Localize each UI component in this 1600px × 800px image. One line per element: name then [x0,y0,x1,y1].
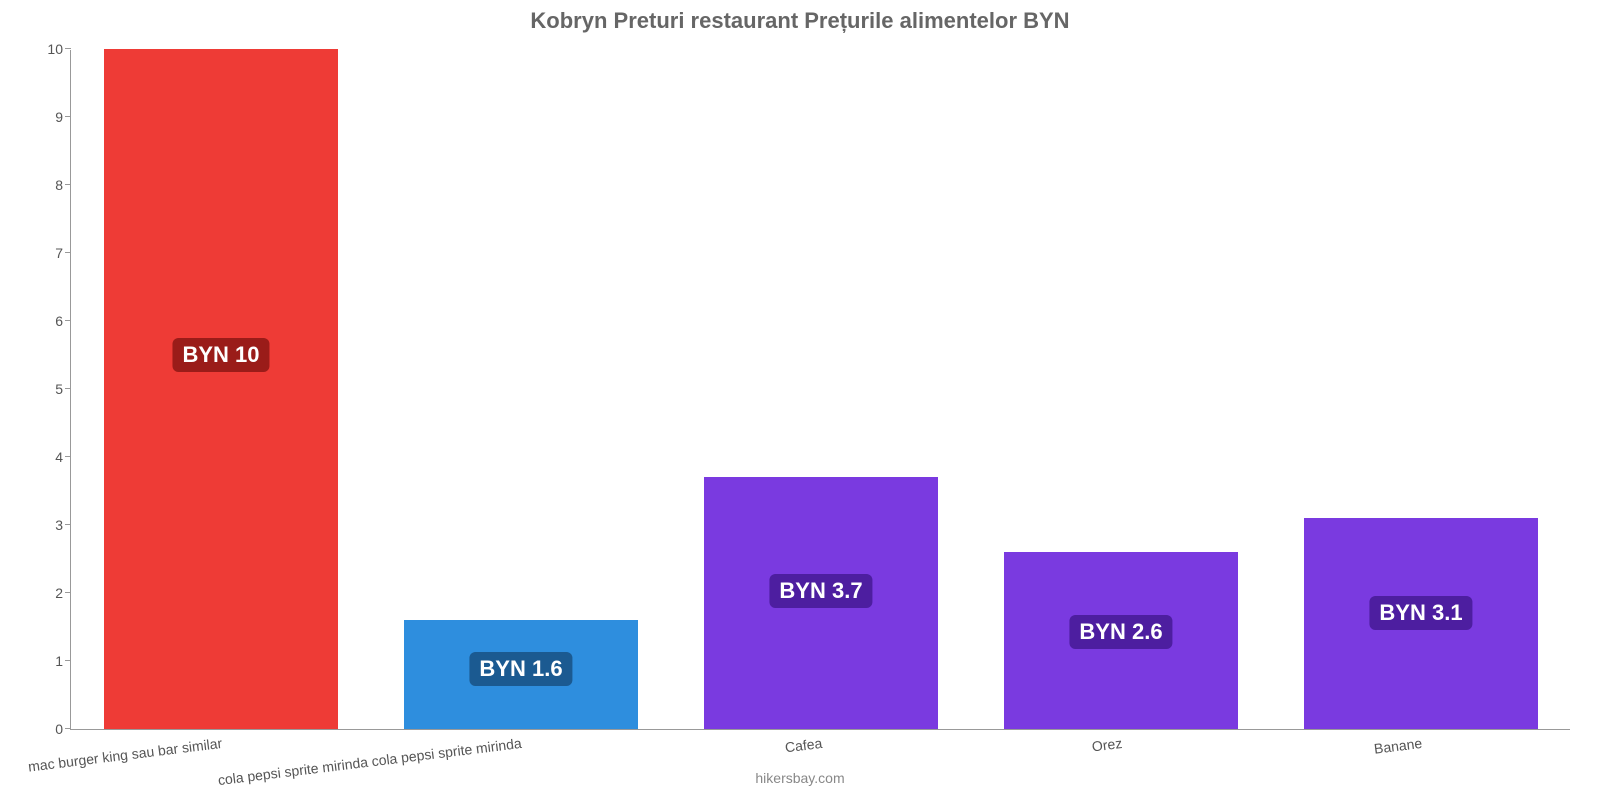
value-badge: BYN 3.7 [769,574,872,608]
y-tick-label: 4 [55,449,71,465]
x-category-label: Banane [1372,729,1423,757]
chart-container: Kobryn Preturi restaurant Prețurile alim… [0,0,1600,800]
y-tick-mark [65,524,71,525]
y-tick-mark [65,116,71,117]
value-badge: BYN 1.6 [469,652,572,686]
y-tick-mark [65,252,71,253]
x-category-label: Cafea [783,729,823,755]
y-tick-label: 2 [55,585,71,601]
y-tick-mark [65,388,71,389]
y-tick-label: 7 [55,245,71,261]
value-badge: BYN 2.6 [1069,615,1172,649]
y-tick-mark [65,184,71,185]
value-badge: BYN 3.1 [1369,596,1472,630]
y-tick-mark [65,728,71,729]
y-tick-label: 0 [55,721,71,737]
y-tick-mark [65,456,71,457]
plot-area: 012345678910BYN 10mac burger king sau ba… [70,50,1570,730]
chart-footer: hikersbay.com [0,770,1600,786]
y-tick-label: 10 [47,41,71,57]
y-tick-mark [65,320,71,321]
y-tick-mark [65,592,71,593]
y-tick-label: 3 [55,517,71,533]
y-tick-label: 5 [55,381,71,397]
y-tick-label: 6 [55,313,71,329]
y-tick-label: 9 [55,109,71,125]
x-category-label: Orez [1090,729,1123,755]
y-tick-label: 8 [55,177,71,193]
bar [104,49,338,729]
chart-title: Kobryn Preturi restaurant Prețurile alim… [0,8,1600,34]
y-tick-label: 1 [55,653,71,669]
y-tick-mark [65,48,71,49]
value-badge: BYN 10 [172,338,269,372]
y-tick-mark [65,660,71,661]
